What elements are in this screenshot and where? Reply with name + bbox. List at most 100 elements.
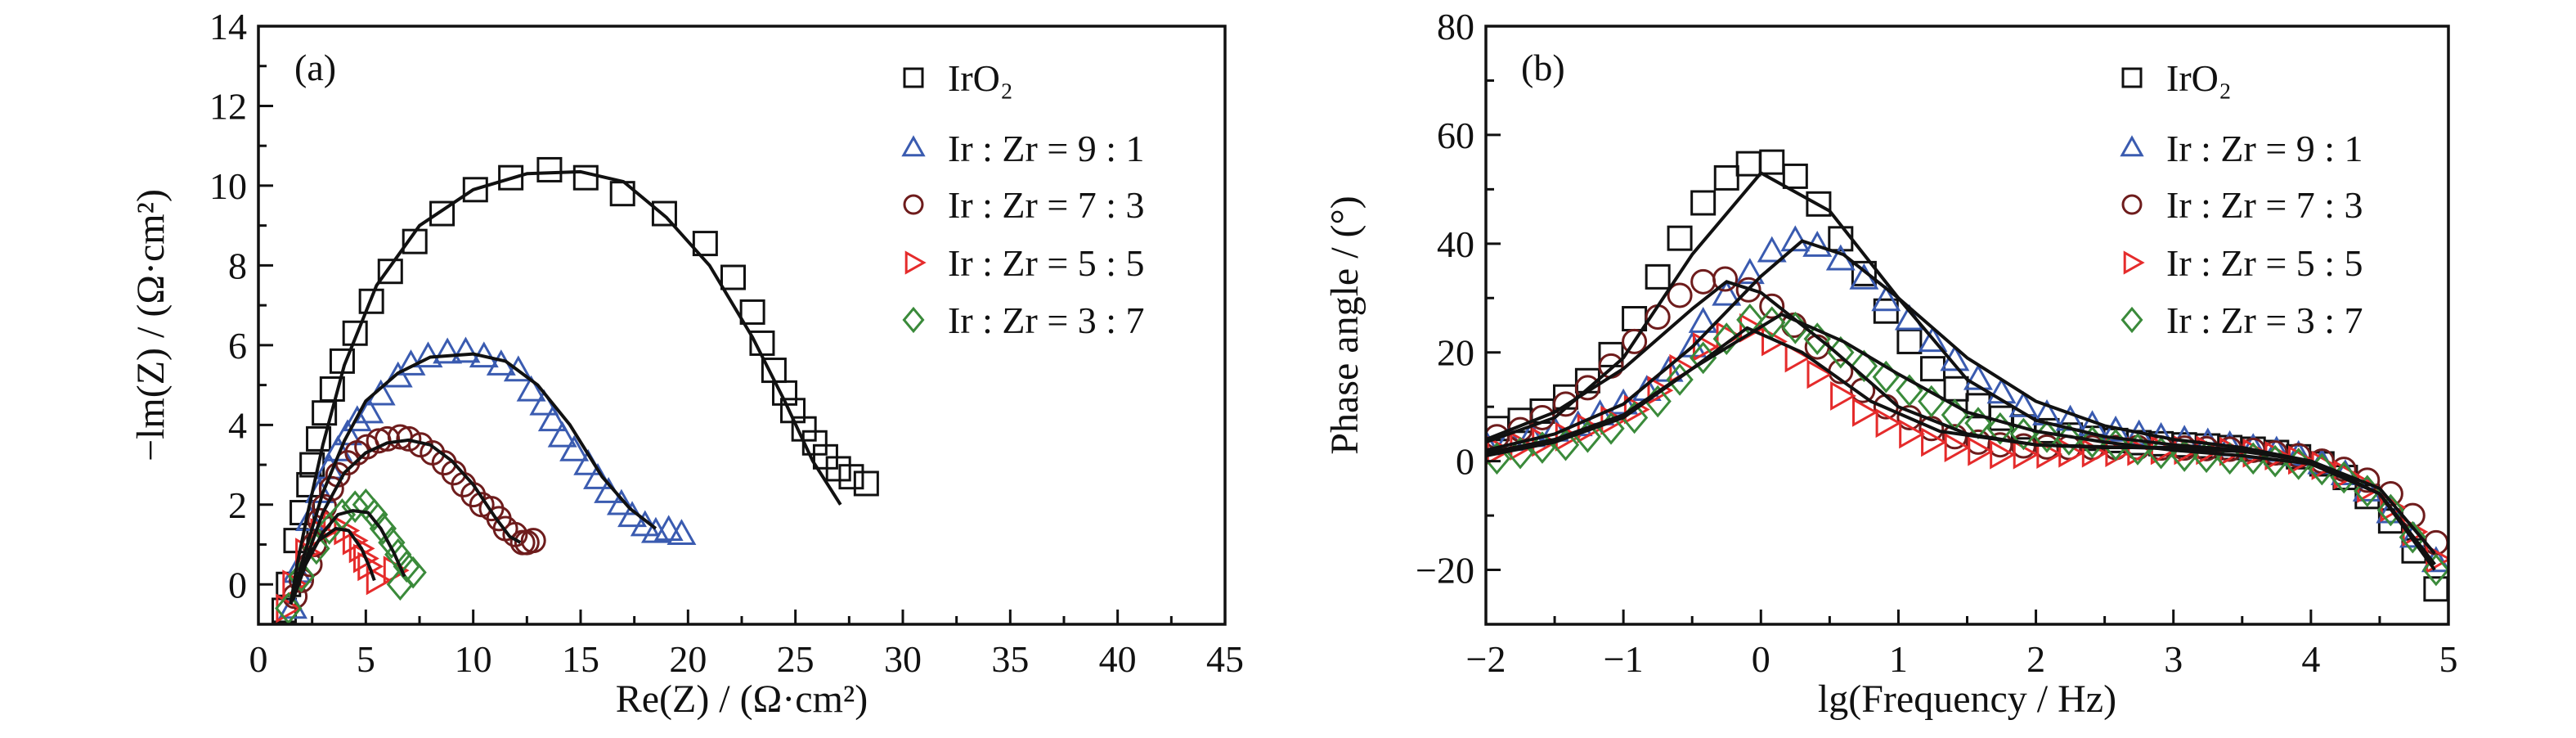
data-point <box>1830 380 1856 411</box>
data-point <box>1735 151 1761 177</box>
x-tick-label: 10 <box>455 638 492 680</box>
data-point <box>520 528 546 554</box>
data-point <box>333 419 362 446</box>
data-point <box>1963 363 1993 390</box>
data-point <box>2423 576 2448 602</box>
data-point <box>1921 427 1947 457</box>
data-point <box>429 200 456 227</box>
legend-label: Ir : Zr = 3 : 7 <box>2166 299 2363 341</box>
y-tick-label: 14 <box>209 6 247 47</box>
data-point <box>1645 263 1671 290</box>
y-axis-title: Phase angle / (°) <box>1323 196 1367 454</box>
legend-marker-1 <box>2120 135 2144 157</box>
fit-line-0 <box>289 169 842 605</box>
y-tick-label: 20 <box>1437 332 1474 374</box>
y-tick-label: 60 <box>1437 115 1474 156</box>
data-point <box>366 565 393 596</box>
y-tick-label: 0 <box>228 564 247 605</box>
legend-marker-3 <box>904 250 927 275</box>
data-point <box>361 498 388 531</box>
data-point <box>1806 359 1833 389</box>
data-point <box>1577 413 1604 443</box>
data-point <box>2013 439 2040 470</box>
x-tick-label: 0 <box>1752 638 1770 680</box>
data-point <box>354 397 384 424</box>
data-point <box>516 375 546 402</box>
data-point <box>651 200 677 227</box>
legend-label: IrO₂ <box>2166 57 2232 99</box>
x-tick-label: 15 <box>562 638 599 680</box>
fit-line-4 <box>1486 313 2436 566</box>
legend-marker-0 <box>2121 67 2143 88</box>
data-point <box>1851 260 1877 286</box>
legend-label: Ir : Zr = 5 : 5 <box>2166 242 2363 284</box>
data-point <box>503 355 533 382</box>
data-point <box>537 405 568 432</box>
data-point <box>2422 553 2448 587</box>
legend-marker-4 <box>2120 306 2143 334</box>
data-point <box>1759 149 1785 175</box>
data-point <box>2283 439 2313 466</box>
data-point <box>1574 375 1600 401</box>
data-point <box>536 156 563 182</box>
data-point <box>1688 307 1718 333</box>
data-point <box>462 177 488 203</box>
data-point <box>838 464 864 490</box>
data-point <box>606 488 636 515</box>
fit-line-2 <box>289 438 522 605</box>
data-point <box>2008 391 2039 417</box>
data-point <box>1623 394 1650 425</box>
legend-marker-3 <box>2123 250 2145 275</box>
legend-marker-2 <box>2121 194 2143 215</box>
data-point <box>1555 421 1582 452</box>
data-point <box>377 259 403 285</box>
legend-label: Ir : Zr = 3 : 7 <box>948 299 1145 341</box>
data-point <box>353 543 379 574</box>
data-point <box>1712 279 1742 306</box>
data-point <box>413 341 443 368</box>
x-tick-label: 5 <box>2439 638 2458 680</box>
legend-marker-4 <box>902 306 925 334</box>
data-point <box>1941 424 1968 450</box>
data-point <box>342 320 368 346</box>
data-point <box>1666 363 1694 396</box>
fit-line-0 <box>1486 171 2436 571</box>
data-point <box>666 519 697 546</box>
data-point <box>853 470 879 497</box>
y-tick-label: −20 <box>1416 550 1474 592</box>
y-tick-label: 2 <box>228 484 247 526</box>
data-point <box>275 592 303 624</box>
data-point <box>375 425 401 452</box>
x-tick-label: 4 <box>2301 638 2320 680</box>
x-tick-label: 25 <box>777 638 815 680</box>
x-axis-title: Re(Z) / (Ω·cm²) <box>616 677 868 721</box>
panel-label: (b) <box>1521 47 1565 88</box>
data-point <box>319 376 345 402</box>
data-point <box>342 405 372 432</box>
data-point <box>1850 349 1878 383</box>
data-point <box>1622 328 1648 354</box>
x-tick-label: 20 <box>669 638 707 680</box>
x-tick-label: 40 <box>1099 638 1137 680</box>
legend-marker-1 <box>901 135 926 157</box>
x-tick-label: 2 <box>2026 638 2045 680</box>
bode-phase-plot-panel-b: −2 −1 0 1 2 3 4 5 −20 0 20 40 60 80 lg(Frequency / Hz)… <box>1323 6 2458 721</box>
legend-label: Ir : Zr = 7 : 3 <box>948 184 1145 226</box>
data-point <box>1690 190 1717 216</box>
data-point <box>1690 268 1717 295</box>
x-axis-title: lg(Frequency / Hz) <box>1818 677 2116 721</box>
data-point <box>1871 285 1901 312</box>
plot-area <box>1486 149 2448 602</box>
data-point <box>1713 164 1739 191</box>
x-tick-label: 3 <box>2164 638 2183 680</box>
y-tick-label: 10 <box>209 165 247 207</box>
nyquist-plot-panel-a: 0 5 10 15 20 25 30 35 40 45 0 2 4 6 8 10 12 14 Re(Z) / (Ω·… <box>129 6 1244 721</box>
y-tick-label: 0 <box>1456 441 1474 483</box>
y-axis-title: −lm(Z) / (Ω·cm²) <box>129 189 173 461</box>
data-point <box>1667 282 1693 308</box>
legend-label: Ir : Zr = 7 : 3 <box>2166 184 2363 226</box>
y-tick-label: 4 <box>228 404 247 446</box>
y-tick-label: 40 <box>1437 223 1474 265</box>
data-point <box>1875 408 1902 439</box>
y-tick-label: 6 <box>228 325 247 367</box>
